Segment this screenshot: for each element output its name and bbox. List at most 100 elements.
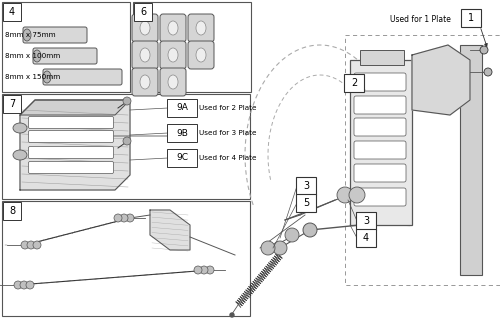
Ellipse shape [196, 21, 206, 35]
Text: Used for 1 Plate: Used for 1 Plate [390, 15, 451, 24]
FancyBboxPatch shape [354, 96, 406, 114]
FancyBboxPatch shape [3, 3, 21, 21]
Text: Used for 2 Plate: Used for 2 Plate [199, 105, 256, 111]
Polygon shape [412, 45, 470, 115]
Circle shape [21, 241, 29, 249]
Text: Used for 4 Plate: Used for 4 Plate [199, 155, 256, 161]
FancyBboxPatch shape [160, 14, 186, 42]
Circle shape [20, 281, 28, 289]
Bar [360, 50, 404, 65]
Ellipse shape [140, 75, 150, 89]
FancyBboxPatch shape [28, 130, 114, 142]
Circle shape [194, 266, 202, 274]
FancyBboxPatch shape [167, 149, 197, 167]
Circle shape [484, 68, 492, 76]
Ellipse shape [140, 21, 150, 35]
Text: 4: 4 [363, 233, 369, 243]
Text: 9B: 9B [176, 128, 188, 137]
FancyBboxPatch shape [344, 74, 364, 92]
FancyBboxPatch shape [132, 68, 158, 96]
Ellipse shape [33, 50, 41, 62]
Text: Used for 3 Plate: Used for 3 Plate [199, 130, 256, 136]
FancyBboxPatch shape [132, 14, 158, 42]
Circle shape [26, 281, 34, 289]
FancyBboxPatch shape [160, 41, 186, 69]
FancyBboxPatch shape [296, 177, 316, 195]
FancyBboxPatch shape [354, 118, 406, 136]
FancyBboxPatch shape [356, 212, 376, 230]
Circle shape [33, 241, 41, 249]
Text: 4: 4 [9, 7, 15, 17]
FancyBboxPatch shape [188, 14, 214, 42]
Text: 8mm x 150mm: 8mm x 150mm [5, 74, 60, 80]
FancyBboxPatch shape [132, 41, 158, 69]
Text: 9C: 9C [176, 154, 188, 162]
Circle shape [273, 241, 287, 255]
Text: 3: 3 [363, 216, 369, 226]
Bar [2, 201, 250, 316]
Text: 8mm x 100mm: 8mm x 100mm [5, 53, 60, 59]
Circle shape [14, 281, 22, 289]
FancyBboxPatch shape [28, 147, 114, 158]
Circle shape [285, 228, 299, 242]
Text: 1: 1 [468, 13, 474, 23]
Circle shape [303, 223, 317, 237]
FancyBboxPatch shape [43, 69, 122, 85]
Ellipse shape [196, 48, 206, 62]
FancyBboxPatch shape [160, 68, 186, 96]
Polygon shape [20, 100, 130, 115]
Circle shape [126, 214, 134, 222]
Circle shape [206, 266, 214, 274]
FancyBboxPatch shape [28, 116, 114, 128]
FancyBboxPatch shape [354, 141, 406, 159]
FancyBboxPatch shape [354, 164, 406, 182]
Text: 6: 6 [140, 7, 146, 17]
Polygon shape [150, 210, 190, 250]
FancyBboxPatch shape [23, 27, 87, 43]
Bar [2, 2, 130, 92]
Ellipse shape [140, 48, 150, 62]
Circle shape [200, 266, 208, 274]
Text: 7: 7 [9, 99, 15, 109]
Text: 9A: 9A [176, 103, 188, 113]
FancyBboxPatch shape [296, 194, 316, 212]
Circle shape [123, 137, 131, 145]
Ellipse shape [13, 150, 27, 160]
Ellipse shape [168, 75, 178, 89]
Bar [133, 2, 251, 92]
Text: 5: 5 [303, 198, 309, 208]
Polygon shape [20, 100, 130, 190]
Bar [460, 45, 482, 275]
Ellipse shape [43, 71, 51, 83]
Ellipse shape [13, 123, 27, 133]
FancyBboxPatch shape [134, 3, 152, 21]
Circle shape [230, 313, 234, 317]
FancyBboxPatch shape [354, 188, 406, 206]
Ellipse shape [23, 29, 31, 41]
FancyBboxPatch shape [167, 99, 197, 117]
Circle shape [261, 241, 275, 255]
FancyBboxPatch shape [28, 162, 114, 174]
Circle shape [349, 187, 365, 203]
Circle shape [120, 214, 128, 222]
FancyBboxPatch shape [354, 73, 406, 91]
FancyBboxPatch shape [3, 202, 21, 220]
Circle shape [27, 241, 35, 249]
FancyBboxPatch shape [188, 41, 214, 69]
FancyBboxPatch shape [33, 48, 97, 64]
Circle shape [114, 214, 122, 222]
Circle shape [480, 46, 488, 54]
Circle shape [123, 97, 131, 105]
Text: 8: 8 [9, 206, 15, 216]
Bar [350, 60, 412, 225]
Ellipse shape [168, 21, 178, 35]
Text: 3: 3 [303, 181, 309, 191]
FancyBboxPatch shape [461, 9, 481, 27]
Text: 8mm x 75mm: 8mm x 75mm [5, 32, 56, 38]
Bar [2, 94, 250, 199]
FancyBboxPatch shape [3, 95, 21, 113]
Text: 2: 2 [351, 78, 357, 88]
Ellipse shape [168, 48, 178, 62]
Circle shape [337, 187, 353, 203]
FancyBboxPatch shape [356, 229, 376, 247]
